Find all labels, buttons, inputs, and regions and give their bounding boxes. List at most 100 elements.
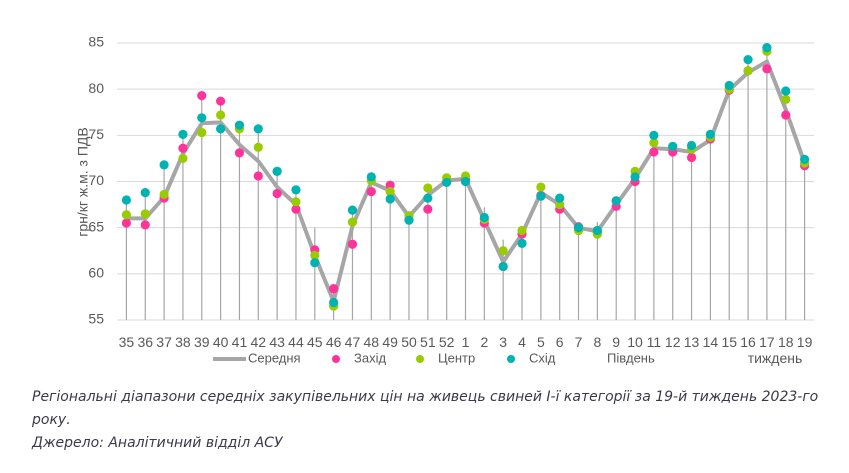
x-tick-label: 6 (556, 334, 564, 350)
y-tick-label: 55 (88, 311, 104, 327)
marker-Центр-37 (159, 189, 169, 200)
x-tick-label: 7 (575, 334, 583, 350)
marker-Схід-46 (329, 297, 339, 308)
marker-Захід-11 (649, 147, 659, 157)
x-tick-label: 3 (499, 334, 507, 350)
legend: Середня Захід Центр Схід Південь (213, 350, 655, 365)
legend-label: Центр (438, 350, 475, 365)
x-tick-label: 51 (420, 334, 436, 350)
marker-Центр-18 (781, 94, 791, 104)
x-tick-label: 5 (537, 334, 545, 350)
x-tick-label: 48 (364, 334, 380, 350)
x-tick-label: 15 (721, 334, 737, 350)
x-tick-label: 19 (797, 334, 813, 350)
marker-Схід-6 (555, 193, 565, 203)
marker-Схід-8 (592, 225, 602, 236)
marker-Схід-39 (197, 113, 207, 123)
marker-Схід-38 (178, 129, 188, 140)
x-tick-label: 38 (175, 334, 191, 350)
marker-Захід-51 (423, 204, 433, 214)
marker-Схід-1 (460, 176, 471, 187)
marker-Схід-3 (498, 261, 508, 272)
marker-Захід-47 (347, 239, 358, 249)
x-tick-label: 39 (194, 334, 210, 350)
marker-Захід-49 (385, 180, 395, 190)
y-tick-label: 75 (88, 126, 104, 142)
x-tick-label: 4 (518, 334, 526, 350)
legend-dot-icon (416, 355, 424, 363)
marker-Центр-5 (536, 182, 546, 192)
marker-Схід-17 (762, 43, 772, 53)
marker-Схід-50 (404, 215, 414, 225)
marker-Захід-17 (762, 64, 772, 74)
x-tick-label: 10 (627, 334, 643, 350)
marker-Центр-44 (291, 197, 301, 207)
marker-Захід-44 (291, 204, 301, 214)
x-tick-label: 8 (593, 334, 601, 350)
marker-Схід-45 (310, 258, 320, 268)
x-axis-title: тиждень (748, 350, 803, 366)
x-tick-label: 1 (462, 334, 470, 350)
marker-Схід-47 (347, 205, 358, 215)
x-tick-label: 2 (480, 334, 488, 350)
x-tick-label: 42 (250, 334, 266, 350)
y-tick-label: 85 (88, 34, 104, 50)
marker-Захід-48 (366, 187, 376, 197)
marker-Центр-49 (385, 187, 395, 197)
y-tick-label: 70 (88, 172, 104, 188)
marker-Схід-15 (724, 80, 734, 91)
marker-Схід-4 (517, 238, 527, 248)
marker-Захід-36 (140, 220, 150, 230)
y-axis-ticks: 55 60 65 70 75 80 85 (88, 34, 104, 327)
legend-dot-icon (507, 355, 515, 363)
marker-Схід-10 (630, 172, 640, 182)
marker-Схід-35 (121, 195, 132, 205)
marker-Схід-42 (253, 124, 263, 134)
marker-Захід-39 (197, 91, 207, 101)
x-tick-label: 12 (665, 334, 681, 350)
marker-Схід-36 (140, 187, 150, 198)
marker-Захід-38 (178, 143, 188, 153)
marker-Захід-18 (781, 110, 791, 120)
caption-description: Регіональні діапазони середніх закупівел… (32, 389, 819, 428)
marker-Захід-13 (686, 152, 697, 163)
y-tick-label: 60 (88, 265, 104, 281)
x-tick-label: 14 (703, 334, 719, 350)
marker-Центр-38 (178, 153, 188, 164)
marker-Центр-36 (140, 209, 150, 219)
marker-Центр-3 (498, 246, 508, 256)
figure-caption: Регіональні діапазони середніх закупівел… (32, 386, 822, 455)
x-tick-label: 37 (156, 334, 172, 350)
x-tick-label: 17 (759, 334, 775, 350)
marker-Схід-37 (159, 160, 169, 170)
droplines (125, 47, 806, 320)
caption-source: Джерело: Аналітичний відділ АСУ (32, 435, 283, 451)
legend-label: Схід (529, 350, 556, 365)
marker-Центр-47 (347, 217, 358, 227)
x-tick-label: 16 (740, 334, 756, 350)
marker-Схід-41 (234, 120, 245, 130)
marker-Центр-16 (743, 66, 753, 76)
marker-Схід-2 (479, 212, 489, 223)
x-tick-label: 13 (684, 334, 700, 350)
marker-Схід-43 (272, 166, 282, 176)
marker-Центр-6 (555, 199, 565, 210)
marker-Захід-35 (121, 218, 132, 228)
marker-Схід-49 (385, 194, 395, 204)
y-axis-title: грн/кг ж.м. з ПДВ (75, 127, 91, 236)
marker-Схід-7 (573, 223, 584, 233)
x-tick-label: 11 (647, 334, 662, 350)
x-axis-ticks: 35 36 37 38 39 40 41 42 43 44 45 46 47 48 49 50 51 52 1 2 3 4… (119, 334, 813, 350)
y-tick-label: 80 (88, 80, 104, 96)
legend-label: Середня (248, 350, 301, 365)
legend-dot-icon (332, 355, 340, 363)
x-tick-label: 46 (326, 334, 342, 350)
marker-Схід-13 (686, 140, 697, 151)
marker-Центр-45 (310, 250, 320, 260)
markers (121, 43, 810, 311)
x-tick-label: 50 (401, 334, 417, 350)
x-tick-label: 52 (439, 334, 455, 350)
x-tick-label: 40 (213, 334, 229, 350)
marker-Центр-4 (517, 225, 527, 236)
marker-Схід-40 (216, 124, 226, 134)
